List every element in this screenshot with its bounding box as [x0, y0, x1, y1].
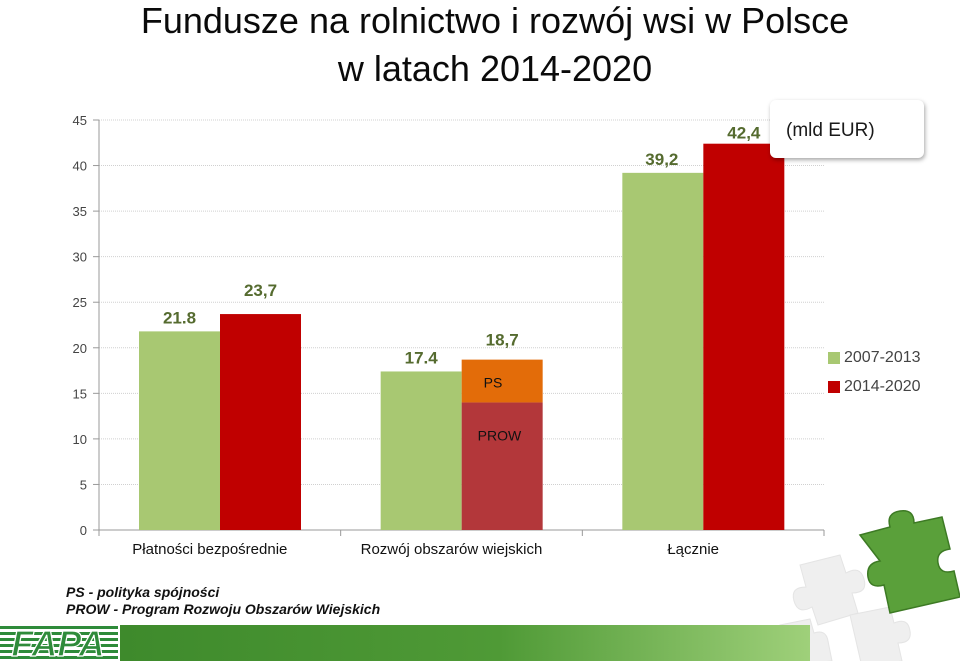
y-tick-label: 15: [73, 386, 87, 401]
y-tick-label: 35: [73, 204, 87, 219]
legend-swatch-2014-2020: [828, 380, 840, 393]
bar-2007-2013: [622, 172, 704, 530]
data-label-2014-2020: 23,7: [244, 281, 277, 300]
unit-label: (mld EUR): [770, 100, 924, 158]
y-tick-label: 5: [80, 477, 87, 492]
data-label-2007-2013: 17.4: [405, 348, 439, 367]
bar-segment-prow: [461, 402, 543, 530]
category-label: Rozwój obszarów wiejskich: [361, 541, 543, 558]
legend-item-2014-2020: 2014-2020: [828, 372, 921, 401]
legend: 2007-2013 2014-2020: [828, 343, 921, 401]
y-tick-label: 20: [73, 341, 87, 356]
y-tick-label: 10: [73, 432, 87, 447]
data-label-2007-2013: 21.8: [163, 308, 196, 327]
segment-label-prow: PROW: [478, 427, 522, 443]
legend-item-2007-2013: 2007-2013: [828, 343, 921, 372]
chart-title: Fundusze na rolnictwo i rozwój wsi w Pol…: [140, 0, 850, 41]
footnote-prow: PROW - Program Rozwoju Obszarów Wiejskic…: [66, 601, 381, 617]
data-label-2014-2020: 18,7: [486, 331, 519, 350]
bar-2014-2020: [703, 143, 785, 530]
legend-label-2014-2020: 2014-2020: [844, 377, 921, 395]
bar-2014-2020: [220, 314, 301, 530]
legend-label-2007-2013: 2007-2013: [844, 348, 921, 366]
data-label-2014-2020: 42,4: [727, 124, 761, 143]
footnote-ps: PS - polityka spójności: [66, 584, 220, 600]
category-label: Łącznie: [667, 541, 719, 558]
chart-subtitle: w latach 2014-2020: [337, 48, 653, 89]
y-tick-label: 45: [73, 113, 87, 128]
y-tick-label: 25: [73, 295, 87, 310]
y-tick-label: 0: [80, 523, 87, 538]
footer-band: [120, 625, 810, 661]
fapa-logo-text: FAPA: [11, 623, 104, 661]
fapa-logo: FAPA: [0, 622, 118, 661]
y-tick-label: 30: [73, 250, 87, 265]
data-label-2007-2013: 39,2: [645, 150, 678, 169]
category-label: Płatności bezpośrednie: [132, 541, 287, 558]
y-tick-label: 40: [73, 159, 87, 174]
bar-2007-2013: [139, 331, 220, 530]
segment-label-ps: PS: [484, 375, 503, 391]
legend-swatch-2007-2013: [828, 351, 840, 364]
bar-segment-ps: [461, 359, 543, 403]
bar-2007-2013: [380, 371, 462, 530]
